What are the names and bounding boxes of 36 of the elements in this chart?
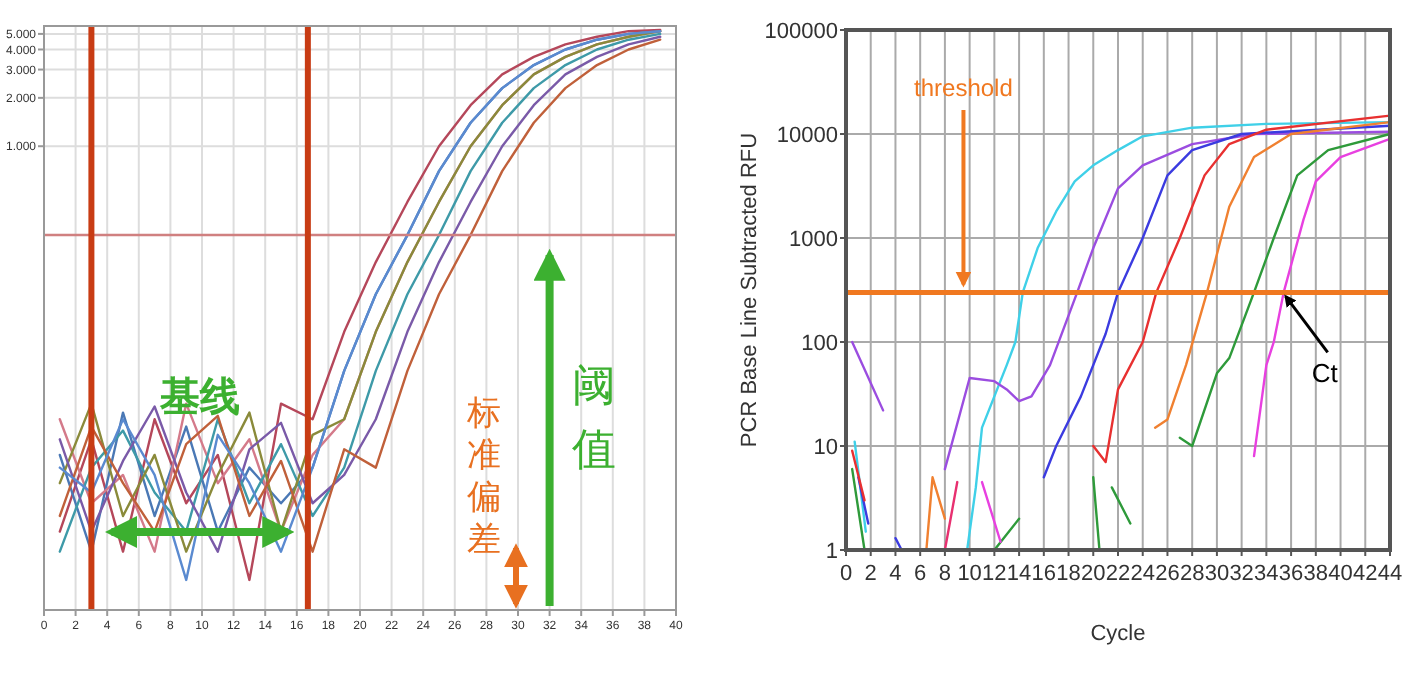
y-tick-label: 100 [801,331,838,356]
x-tick-label: 30 [1204,562,1230,587]
x-tick-label: 32 [1229,562,1254,587]
x-axis-title: Cycle [1090,622,1146,646]
x-tick-label: 24 [1130,562,1155,587]
annotation: 基线 [157,376,240,420]
x-tick-label: 40 [1328,562,1353,587]
y-axis-title: PCR Base Line Subtracted RFU [738,132,762,448]
x-tick-label: 0 [839,562,853,587]
x-tick-label: 14 [1006,562,1032,587]
y-tick-label: 1 [825,539,838,564]
y-tick-label: 10000 [776,123,838,148]
x-tick-label: 34 [1254,562,1279,587]
x-tick-label: 26 [1155,562,1180,587]
annotation: Ct [1311,358,1339,389]
x-tick-label: 16 [1031,562,1057,587]
y-tick-label: 1000 [789,227,838,252]
annotation: 标准偏差 [465,394,501,558]
x-tick-label: 12 [982,562,1007,587]
annotation: threshold [914,74,1013,102]
y-tick-label: 10 [813,435,838,460]
x-tick-label: 38 [1303,562,1329,587]
x-tick-label: 18 [1056,562,1081,587]
x-tick-label: 4 [889,562,902,587]
x-tick-label: 10 [957,562,982,587]
x-tick-label: 22 [1105,562,1131,587]
y-tick-label: 100000 [764,19,838,44]
annotation: 阈值 [571,360,616,474]
x-tick-label: 20 [1081,562,1106,587]
x-tick-label: 2 [864,562,877,587]
x-tick-label: 8 [938,562,952,587]
x-tick-label: 6 [914,562,927,587]
x-tick-label: 36 [1278,562,1304,587]
x-tick-label: 44 [1377,562,1403,587]
x-tick-label: 42 [1353,562,1378,587]
x-tick-label: 28 [1179,562,1205,587]
